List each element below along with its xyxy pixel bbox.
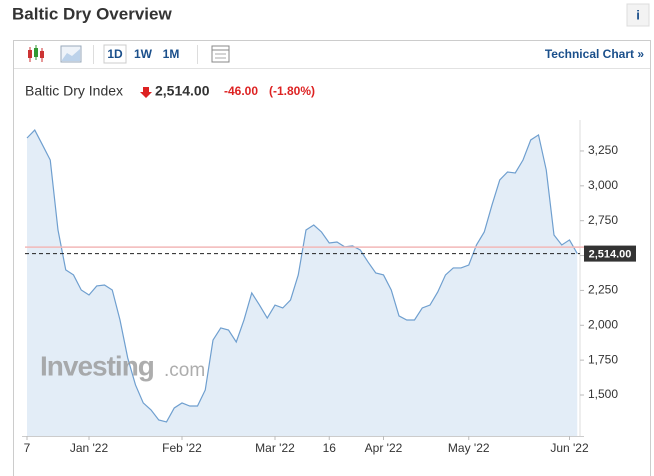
x-tick-label: Jan '22 [70, 441, 109, 455]
quote-change-pct: (-1.80%) [269, 84, 315, 98]
range-button[interactable]: 1W [134, 47, 153, 61]
info-icon: i [636, 7, 640, 22]
last-value-box [584, 245, 636, 262]
area-icon[interactable] [60, 45, 82, 63]
panel [13, 40, 651, 476]
last-value-label: 2,514.00 [589, 249, 632, 261]
range-active[interactable] [103, 44, 127, 64]
table-icon[interactable] [211, 45, 230, 63]
x-tick-label: May '22 [448, 441, 490, 455]
quote-price: 2,514.00 [155, 83, 210, 99]
widget-title: Baltic Dry Overview [12, 4, 172, 23]
range-button[interactable]: 1M [163, 47, 180, 61]
y-tick-label: 3,250 [588, 143, 618, 157]
x-tick-label: Jun '22 [550, 441, 589, 455]
y-tick-label: 1,750 [588, 352, 618, 366]
plot: Investing.com1,5001,7502,0002,2502,5002,… [22, 120, 636, 455]
area-fill [27, 130, 578, 437]
price-line [26, 129, 578, 423]
watermark-suffix: .com [164, 360, 205, 381]
y-tick-label: 2,750 [588, 213, 618, 227]
quote-change: -46.00 [224, 84, 258, 98]
down-arrow [140, 87, 152, 98]
x-tick-label: 7 [24, 441, 31, 455]
candle-icon[interactable] [28, 45, 44, 62]
x-tick-label: 16 [323, 441, 337, 455]
y-tick-label: 2,000 [588, 317, 618, 331]
y-tick-label: 1,500 [588, 387, 618, 401]
x-tick-label: Apr '22 [365, 441, 403, 455]
quote-name: Baltic Dry Index [25, 83, 123, 99]
x-tick-label: Feb '22 [162, 441, 202, 455]
y-tick-label: 2,250 [588, 283, 618, 297]
x-tick-label: Mar '22 [255, 441, 295, 455]
technical-chart-link[interactable]: Technical Chart » [545, 47, 644, 61]
info-button[interactable] [626, 3, 650, 27]
watermark: Investing [40, 350, 154, 381]
range-button[interactable]: 1D [107, 47, 123, 61]
y-tick-label: 3,000 [588, 178, 618, 192]
